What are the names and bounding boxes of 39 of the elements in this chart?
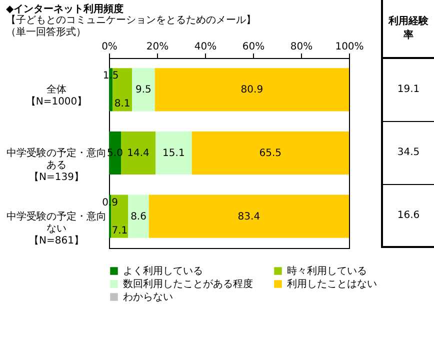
legend-label: 数回利用したことがある程度 xyxy=(123,278,253,290)
y-tick-label: 中学受験の予定・意向ある【N=139】 xyxy=(6,147,106,183)
data-label: 9.5 xyxy=(135,84,152,96)
y-tick-label: 全体【N=1000】 xyxy=(26,84,88,108)
bar xyxy=(128,194,149,238)
data-label: 1.5 xyxy=(102,70,119,82)
bar xyxy=(148,194,349,238)
text: （単一回答形式） xyxy=(6,26,86,38)
bar xyxy=(156,131,192,175)
bar xyxy=(192,131,349,175)
x-tick-label: 60% xyxy=(242,42,265,52)
data-label: 8.6 xyxy=(130,211,146,222)
text: 19.1 xyxy=(383,58,434,122)
x-tick-label: 40% xyxy=(194,42,217,52)
x-tick-label: 80% xyxy=(290,42,313,52)
data-label: 83.4 xyxy=(238,211,260,222)
x-tick-label: 20% xyxy=(146,42,169,52)
data-label: 0.9 xyxy=(102,197,118,208)
data-label: 80.9 xyxy=(240,84,264,96)
legend-label: 時々利用している xyxy=(287,265,367,277)
x-tick-label: 100% xyxy=(335,42,364,52)
bar xyxy=(132,68,155,112)
data-label: 7.1 xyxy=(112,225,128,236)
legend-label: 利用したことはない xyxy=(287,278,377,290)
legend-label: わからない xyxy=(123,292,173,303)
legend-label: よく利用している xyxy=(123,265,203,277)
text: 利用経験率 xyxy=(383,0,434,58)
y-tick-label: 中学受験の予定・意向ない【N=861】 xyxy=(6,210,106,246)
data-label: 65.5 xyxy=(259,148,282,159)
chart-title: ◆インターネット利用頻度 xyxy=(6,3,124,15)
data-label: 15.1 xyxy=(162,148,185,159)
bar xyxy=(154,68,349,112)
chart-subtitle: 【子どもとのコミュニケーションをとるためのメール】 xyxy=(6,14,256,26)
bar xyxy=(121,131,156,175)
text: 34.5 xyxy=(383,122,434,186)
x-tick-label: 0% xyxy=(102,42,118,52)
data-label: 8.1 xyxy=(114,98,130,110)
text: 16.6 xyxy=(383,185,434,248)
data-label: 14.4 xyxy=(127,148,150,159)
